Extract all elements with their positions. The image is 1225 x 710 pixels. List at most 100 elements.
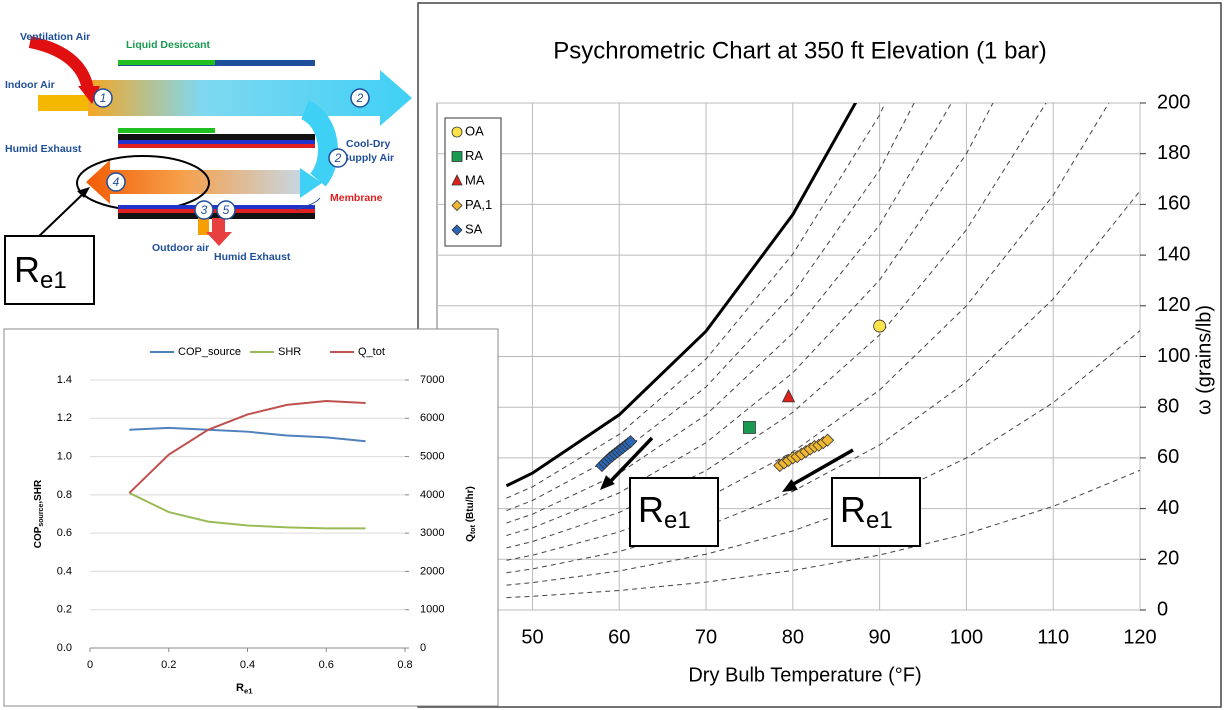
x-tick-label: 80: [782, 626, 804, 648]
y2-tick-label: 2000: [420, 565, 444, 577]
exhaust-flow: [206, 218, 232, 246]
marker: [781, 388, 796, 403]
humidity-curve: [506, 103, 1047, 549]
y2-tick-label: 6000: [420, 412, 444, 424]
humidity-curve: [506, 330, 1140, 586]
x-tick-label: 50: [521, 626, 543, 648]
membrane-layer: [118, 205, 315, 209]
series-line: [129, 426, 366, 443]
series-line: [128, 492, 366, 530]
marker: [451, 199, 463, 212]
desiccant-layer: [118, 60, 215, 65]
humidity-curve: [506, 103, 886, 499]
arrow-head: [300, 168, 322, 198]
y2-tick-label: 5000: [420, 450, 444, 462]
y-tick-label: 180: [1157, 142, 1190, 164]
y-tick-label: 1.4: [57, 374, 72, 386]
marker: [743, 421, 756, 434]
x-axis-label: Dry Bulb Temperature (°F): [688, 664, 921, 686]
y-tick-label: 160: [1157, 193, 1190, 215]
label: Cool-Dry: [346, 138, 390, 150]
annotation: Re1: [14, 249, 67, 295]
pointer-head: [77, 187, 90, 198]
label-rest: ,SHR: [33, 479, 44, 504]
axis-label: Qtot (Btu/hr): [465, 486, 477, 542]
x-tick-label: 0.8: [397, 659, 412, 671]
desiccant-layer: [118, 128, 215, 133]
pointer: [34, 191, 86, 241]
y-tick-label: 1.2: [57, 412, 72, 424]
legend-label: MA: [465, 172, 485, 187]
annotation-box: [831, 477, 921, 547]
y-tick-label: 20: [1157, 548, 1179, 570]
y-tick-label: 80: [1157, 395, 1179, 417]
humidity-curve: [506, 103, 994, 536]
annotation-box: [4, 235, 95, 305]
axis-label: COPsource,SHR: [33, 479, 45, 548]
y2-tick-label: 7000: [420, 374, 444, 386]
annotation-box: [629, 477, 719, 547]
supply-flow: [88, 70, 412, 126]
y-tick-label: 120: [1157, 294, 1190, 316]
arrow: [606, 436, 654, 486]
number: 1: [100, 91, 107, 105]
chart-title: Psychrometric Chart at 350 ft Elevation …: [553, 37, 1047, 64]
number: 3: [201, 203, 208, 217]
legend-label: RA: [465, 148, 483, 163]
legend-label: SA: [465, 221, 483, 236]
series-line: [128, 400, 366, 494]
arrow: [789, 448, 854, 488]
number: 5: [223, 203, 230, 217]
y-tick-label: 0.6: [57, 527, 72, 539]
y-tick-label: 140: [1157, 243, 1190, 265]
marker: [451, 126, 463, 138]
indoor-air-flow: [38, 95, 94, 111]
x-tick-label: 70: [695, 626, 717, 648]
marker: [820, 433, 835, 447]
label-rest: (Btu/hr): [465, 486, 476, 525]
humidity-curve: [506, 469, 1140, 599]
annotation-main: R: [14, 249, 40, 290]
label: Liquid Desiccant: [126, 39, 211, 51]
arrow-head: [782, 479, 798, 492]
legend-label: COP_source: [178, 346, 241, 358]
y2-tick-label: 1000: [420, 604, 444, 616]
legend-label: SHR: [278, 346, 301, 358]
panel: [3, 328, 499, 707]
arrow-head: [600, 475, 615, 490]
number-badge: [106, 172, 126, 192]
ventilation-head: [78, 86, 100, 104]
label: Supply Air: [342, 152, 394, 164]
y2-tick-label: 4000: [420, 489, 444, 501]
x-tick-label: 120: [1123, 626, 1156, 648]
number-badge: [350, 88, 370, 108]
y-tick-label: 0.4: [57, 565, 72, 577]
number: 2: [356, 91, 364, 105]
y-tick-label: 1.0: [57, 450, 72, 462]
legend-label: OA: [465, 123, 484, 138]
marker: [451, 174, 463, 186]
annotation: Re1: [638, 489, 691, 535]
label: Ventilation Air: [20, 31, 90, 43]
return-flow: [86, 160, 300, 204]
annotation-sub: e1: [40, 267, 67, 294]
membrane-layer: [118, 140, 315, 144]
legend-label: Q_tot: [358, 346, 385, 358]
membrane-pointer: [295, 197, 321, 211]
x-tick-label: 0: [87, 659, 93, 671]
y-tick-label: 200: [1157, 91, 1190, 113]
y-tick-label: 0.2: [57, 604, 72, 616]
x-tick-label: 100: [950, 626, 983, 648]
membrane-layer: [118, 134, 315, 140]
axis-label: Re1: [236, 682, 253, 695]
label-main: COP: [33, 526, 44, 548]
label-main: R: [236, 682, 244, 694]
marker: [623, 435, 638, 449]
number: 4: [113, 175, 120, 189]
curves: [505, 103, 1140, 599]
supply-return-flow: [300, 100, 338, 187]
annotation-sub: e1: [664, 507, 691, 534]
ventilation-flow: [28, 36, 94, 92]
annotation: Re1: [840, 489, 893, 535]
marker: [451, 151, 463, 162]
